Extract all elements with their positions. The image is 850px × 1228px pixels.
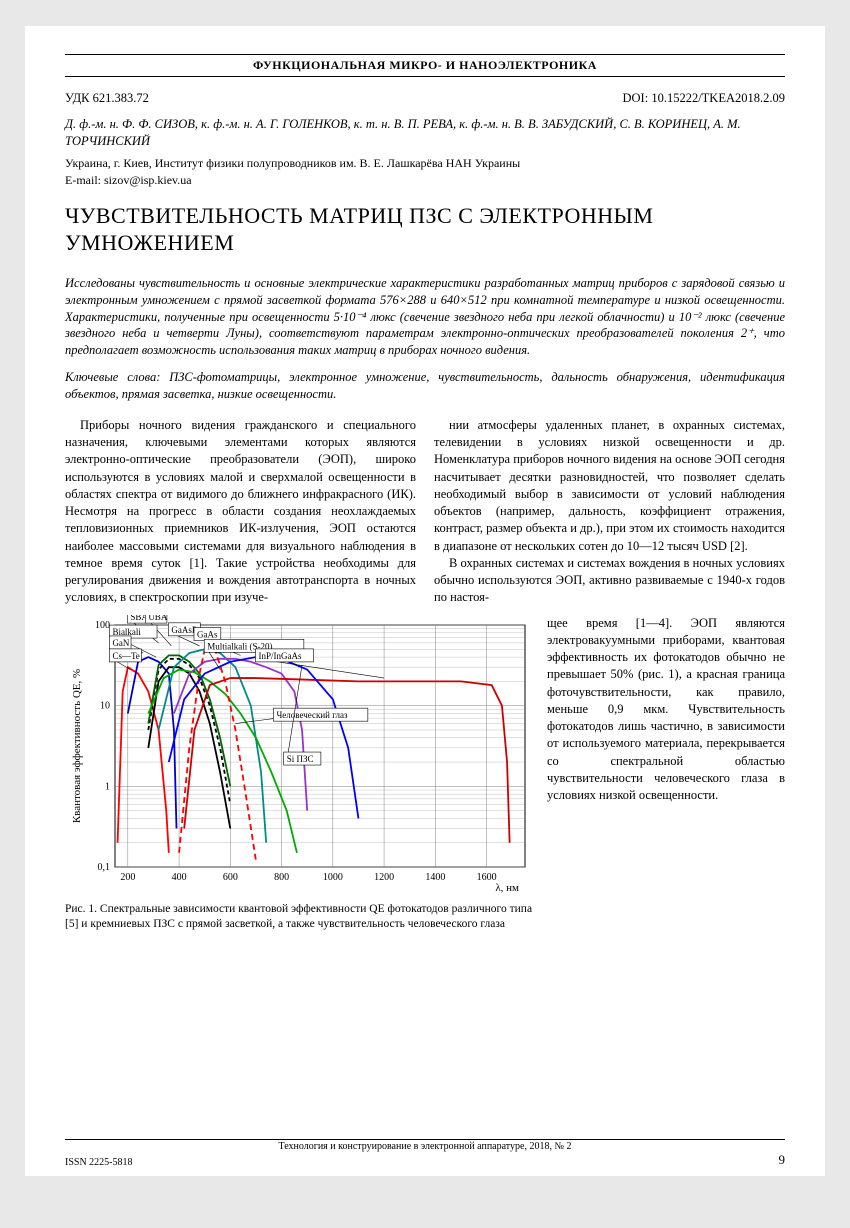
- svg-text:GaAs: GaAs: [197, 629, 218, 639]
- svg-text:Si ПЗС: Si ПЗС: [287, 754, 314, 764]
- svg-text:GaAsP: GaAsP: [171, 624, 197, 634]
- svg-text:1200: 1200: [374, 872, 394, 883]
- figure-block: 20040060080010001200140016000,1110100SBA…: [65, 615, 785, 932]
- column-left: Приборы ночного видения гражданского и с…: [65, 417, 416, 607]
- svg-text:800: 800: [274, 872, 289, 883]
- issn: ISSN 2225-5818: [65, 1157, 133, 1168]
- svg-text:Cs—Te: Cs—Te: [112, 651, 139, 661]
- paragraph: В охранных системах и системах вождения …: [434, 555, 785, 607]
- svg-text:1400: 1400: [425, 872, 445, 883]
- svg-text:λ, нм: λ, нм: [495, 882, 519, 894]
- svg-text:200: 200: [120, 872, 135, 883]
- svg-text:Bialkali: Bialkali: [112, 627, 141, 637]
- figure-1: 20040060080010001200140016000,1110100SBA…: [65, 615, 535, 932]
- svg-text:400: 400: [172, 872, 187, 883]
- svg-text:GaN: GaN: [112, 638, 129, 648]
- paragraph: Приборы ночного видения гражданского и с…: [65, 417, 416, 607]
- article-title: ЧУВСТВИТЕЛЬНОСТЬ МАТРИЦ ПЗС С ЭЛЕКТРОННЫ…: [65, 202, 785, 257]
- qe-chart: 20040060080010001200140016000,1110100SBA…: [65, 615, 535, 895]
- svg-text:1600: 1600: [477, 872, 497, 883]
- affiliation: Украина, г. Киев, Институт физики полупр…: [65, 156, 785, 171]
- svg-text:10: 10: [100, 700, 110, 711]
- email: E-mail: sizov@isp.kiev.ua: [65, 173, 785, 188]
- svg-text:1: 1: [105, 781, 110, 792]
- svg-text:Человеческий глаз: Человеческий глаз: [276, 710, 348, 720]
- svg-text:InP/InGaAs: InP/InGaAs: [259, 651, 302, 661]
- page-number: 9: [779, 1152, 786, 1168]
- figure-caption: Рис. 1. Спектральные зависимости квантов…: [65, 902, 535, 932]
- paragraph: нии атмосферы удаленных планет, в охранн…: [434, 417, 785, 555]
- doi: DOI: 10.15222/TKEA2018.2.09: [623, 91, 786, 106]
- svg-text:1000: 1000: [323, 872, 343, 883]
- page: ФУНКЦИОНАЛЬНАЯ МИКРО- И НАНОЭЛЕКТРОНИКА …: [25, 26, 825, 1176]
- meta-row: УДК 621.383.72 DOI: 10.15222/TKEA2018.2.…: [65, 91, 785, 106]
- svg-text:UBA: UBA: [148, 615, 168, 622]
- svg-text:600: 600: [223, 872, 238, 883]
- udk: УДК 621.383.72: [65, 91, 149, 106]
- abstract: Исследованы чувствительность и основные …: [65, 275, 785, 359]
- svg-text:Квантовая эффективность QE, %: Квантовая эффективность QE, %: [71, 668, 83, 822]
- svg-text:0,1: 0,1: [98, 862, 111, 873]
- authors: Д. ф.-м. н. Ф. Ф. СИЗОВ, к. ф.-м. н. А. …: [65, 116, 785, 150]
- svg-text:100: 100: [95, 620, 110, 631]
- body-columns: Приборы ночного видения гражданского и с…: [65, 417, 785, 607]
- keywords: Ключевые слова: ПЗС-фотоматрицы, электро…: [65, 369, 785, 403]
- column-right: нии атмосферы удаленных планет, в охранн…: [434, 417, 785, 607]
- footer: Технология и конструирование в электронн…: [65, 1139, 785, 1152]
- section-header: ФУНКЦИОНАЛЬНАЯ МИКРО- И НАНОЭЛЕКТРОНИКА: [65, 54, 785, 77]
- side-text: щее время [1—4]. ЭОП являются электровак…: [547, 615, 785, 932]
